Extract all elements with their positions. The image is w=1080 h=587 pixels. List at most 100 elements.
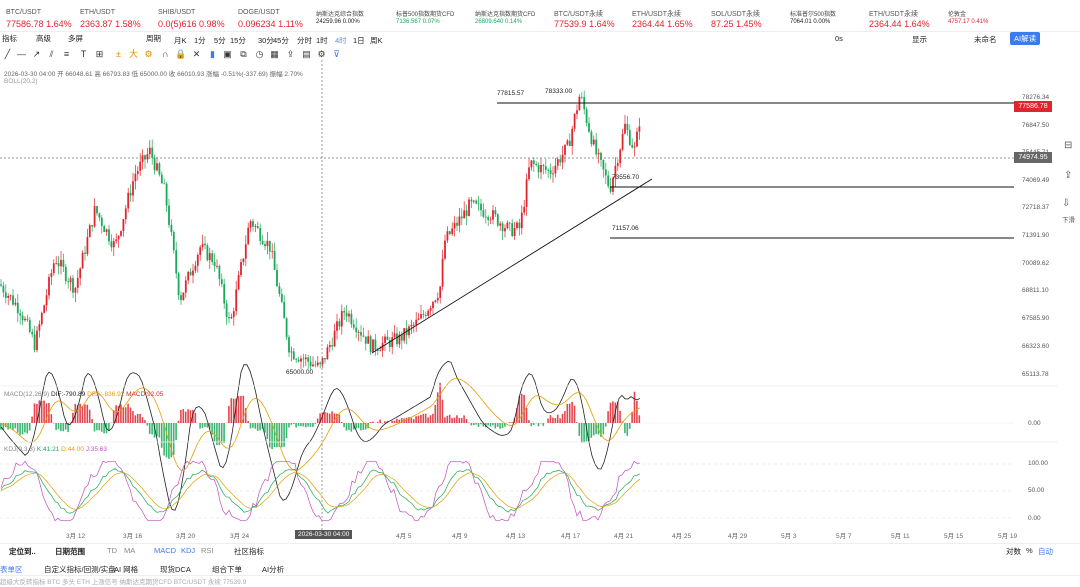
bottom-tab-2[interactable]: AI 网格	[114, 565, 139, 574]
multiscreen-button[interactable]: 多屏	[68, 34, 83, 43]
macd-bar	[177, 420, 180, 423]
bookmark-icon[interactable]: ▮	[210, 49, 215, 59]
kdj-name: KDJ(9,3,3)	[4, 446, 36, 453]
auto-refresh[interactable]: 0s	[835, 34, 843, 43]
alert-icon[interactable]: ◷	[255, 49, 264, 59]
share-icon[interactable]: ⇪	[286, 49, 295, 59]
period-button[interactable]: 周期	[146, 34, 161, 43]
bottom-tab-5[interactable]: AI分析	[262, 565, 285, 574]
timeframe-1[interactable]: 1分	[194, 36, 206, 45]
ray-tool-icon[interactable]: ↗	[32, 49, 41, 59]
measure-tool-icon[interactable]: ⊞	[95, 49, 104, 59]
bottom-tab-3[interactable]: 现货DCA	[160, 565, 191, 574]
fib-tool-icon[interactable]: ≡	[63, 49, 70, 59]
social-indicator-button[interactable]: 社区指标	[234, 547, 264, 556]
side-share-icon[interactable]: ⇪	[1064, 170, 1073, 181]
magnet-icon[interactable]: ∩	[162, 49, 169, 59]
ticker-price-value: 2364.44	[869, 19, 902, 29]
ai-button[interactable]: AI解读	[1010, 32, 1041, 45]
filter-icon[interactable]: ⊽	[333, 49, 340, 59]
timeframe-7[interactable]: 1时	[316, 36, 328, 45]
date-range-button[interactable]: 日期范围	[55, 547, 85, 556]
candle-body	[146, 154, 149, 160]
timeframe-6[interactable]: 分时	[297, 36, 312, 45]
candle-body	[415, 319, 418, 325]
layout-icon[interactable]: ▤	[302, 49, 311, 59]
macd-bar	[585, 423, 588, 442]
candle-body	[537, 165, 540, 173]
ticker-price-value: 2364.44	[632, 19, 665, 29]
td-button[interactable]: TD	[107, 546, 117, 555]
macd-bar	[228, 406, 230, 423]
candle-body	[48, 276, 50, 296]
timeframe-4[interactable]: 30分	[258, 36, 274, 45]
timeframe-3[interactable]: 15分	[230, 36, 246, 45]
macd-bar	[146, 423, 149, 426]
macd-bar	[307, 423, 309, 427]
timeframe-10[interactable]: 周K	[370, 36, 383, 45]
candle-body	[412, 324, 415, 326]
timeframe-0[interactable]: 月K	[174, 36, 187, 45]
trash-icon[interactable]: ✕	[192, 49, 201, 59]
ticker-name: SOL/USDT永续	[711, 11, 761, 18]
macd-bar	[364, 423, 367, 430]
candle-body	[165, 183, 168, 206]
macd-bar	[259, 423, 261, 431]
candle-body	[117, 235, 120, 240]
candle-body	[556, 159, 559, 166]
ma-button[interactable]: MA	[124, 546, 136, 555]
price-axis-label: 70089.62	[1022, 260, 1050, 267]
plus-tool-icon[interactable]: ±	[116, 49, 121, 59]
ticker-price: 0.096234 1.11%	[238, 19, 303, 29]
settings-icon[interactable]: ⚙	[317, 49, 326, 59]
advanced-button[interactable]: 高级	[36, 34, 51, 43]
log-button[interactable]: 对数	[1006, 547, 1021, 556]
bottom-tab-4[interactable]: 组合下单	[212, 565, 242, 574]
macd-bar	[247, 420, 249, 423]
candle-body	[343, 310, 346, 313]
lock-icon[interactable]: 🔒	[175, 49, 187, 59]
compare-icon[interactable]: ⧉	[240, 49, 247, 59]
big-icon[interactable]: 大	[128, 49, 138, 59]
candle-body	[506, 222, 509, 229]
macd-bar	[254, 423, 257, 429]
candle-body	[273, 251, 276, 270]
chart-canvas[interactable]	[0, 60, 1058, 540]
candle-body	[427, 310, 430, 316]
candle-body	[326, 347, 329, 360]
gear-icon[interactable]: ⚙	[144, 49, 153, 59]
text-tool-icon[interactable]: T	[80, 49, 87, 59]
bottom-tab-0[interactable]: 表单区	[0, 565, 23, 574]
timeframe-9[interactable]: 1日	[353, 36, 365, 45]
kdj-button[interactable]: KDJ	[181, 546, 196, 555]
macd-bar	[405, 417, 408, 423]
line-tool-icon[interactable]: ╱	[4, 49, 11, 59]
channel-tool-icon[interactable]: ⫽	[49, 49, 54, 59]
macd-bar	[120, 404, 122, 423]
macd-bar	[628, 423, 631, 429]
bottom-tab-1[interactable]: 自定义指标/回测/实盘	[44, 565, 116, 574]
candle-body	[184, 280, 187, 293]
candle-body	[535, 163, 538, 166]
screenshot-icon[interactable]: ▣	[223, 49, 232, 59]
timeframe-8[interactable]: 4时	[335, 36, 347, 45]
percent-button[interactable]: %	[1026, 546, 1033, 555]
calendar-icon[interactable]: ▦	[270, 49, 279, 59]
macd-bar	[33, 403, 36, 423]
auto-scale-button[interactable]: 自动	[1038, 547, 1053, 556]
ticker-price: 77586.78 1.64%	[6, 19, 72, 29]
side-down-icon[interactable]: ⇩	[1062, 198, 1071, 209]
candle-body	[319, 362, 322, 365]
macd-button[interactable]: MACD	[154, 546, 177, 555]
timeframe-5[interactable]: 45分	[273, 36, 289, 45]
side-tool-icon[interactable]: ⊟	[1064, 140, 1073, 151]
locate-button[interactable]: 定位到..	[9, 547, 36, 556]
indicator-button[interactable]: 指标	[2, 34, 17, 43]
timeframe-2[interactable]: 5分	[214, 36, 226, 45]
rsi-button[interactable]: RSI	[201, 546, 214, 555]
display-button[interactable]: 显示	[912, 35, 927, 44]
macd-bar	[633, 391, 636, 423]
hline-tool-icon[interactable]: ―	[17, 49, 26, 59]
unnamed-layout[interactable]: 未命名	[974, 35, 997, 44]
candle-body	[24, 318, 26, 321]
